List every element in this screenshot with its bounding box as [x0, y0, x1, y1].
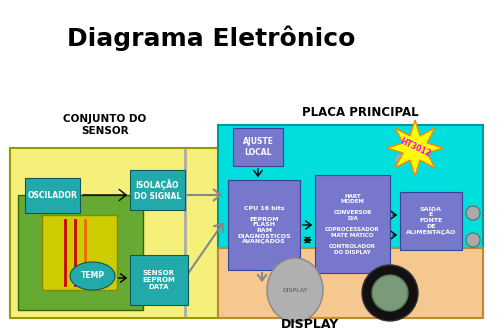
Text: HART
MODEM

CONVERSOR
D/A

COPROCESSADOR
MATE MÁTICO

CONTROLADOR
DO DISPLAY: HART MODEM CONVERSOR D/A COPROCESSADOR M… [325, 194, 380, 255]
FancyBboxPatch shape [42, 215, 117, 290]
FancyBboxPatch shape [10, 148, 220, 318]
Ellipse shape [70, 262, 115, 290]
Text: HT3012: HT3012 [398, 137, 432, 159]
FancyBboxPatch shape [130, 170, 185, 210]
Polygon shape [387, 120, 443, 176]
FancyBboxPatch shape [400, 192, 462, 250]
Text: SAÍDA
E
FONTE
DE
ALIMENTAÇÃO: SAÍDA E FONTE DE ALIMENTAÇÃO [406, 207, 456, 235]
FancyBboxPatch shape [130, 255, 188, 305]
FancyBboxPatch shape [18, 195, 143, 310]
FancyBboxPatch shape [218, 248, 483, 318]
Text: Diagrama Eletrônico: Diagrama Eletrônico [67, 25, 356, 51]
Text: DISPLAY: DISPLAY [282, 287, 308, 292]
Circle shape [362, 265, 418, 321]
FancyBboxPatch shape [233, 128, 283, 166]
FancyBboxPatch shape [228, 180, 300, 270]
Text: SENSOR
EEPROM
DATA: SENSOR EEPROM DATA [142, 270, 176, 290]
Text: ISOLAÇÃO
DO SIGNAL: ISOLAÇÃO DO SIGNAL [134, 180, 181, 201]
FancyBboxPatch shape [218, 125, 483, 318]
Text: DISPLAY: DISPLAY [281, 319, 339, 332]
Circle shape [372, 275, 408, 311]
Text: TEMP: TEMP [80, 271, 105, 280]
Text: PLACA PRINCIPAL: PLACA PRINCIPAL [302, 106, 418, 119]
Circle shape [466, 233, 480, 247]
FancyBboxPatch shape [25, 178, 80, 213]
Ellipse shape [267, 258, 323, 322]
Text: CPU 16 bits

EEPROM
FLASH
RAM
DIAGNÓSTICOS
AVANÇADOS: CPU 16 bits EEPROM FLASH RAM DIAGNÓSTICO… [237, 206, 291, 244]
Circle shape [466, 206, 480, 220]
Text: OSCILADOR: OSCILADOR [28, 191, 77, 200]
FancyBboxPatch shape [315, 175, 390, 273]
Text: CONJUNTO DO
SENSOR: CONJUNTO DO SENSOR [63, 114, 147, 136]
Text: AJUSTE
LOCAL: AJUSTE LOCAL [242, 137, 274, 156]
